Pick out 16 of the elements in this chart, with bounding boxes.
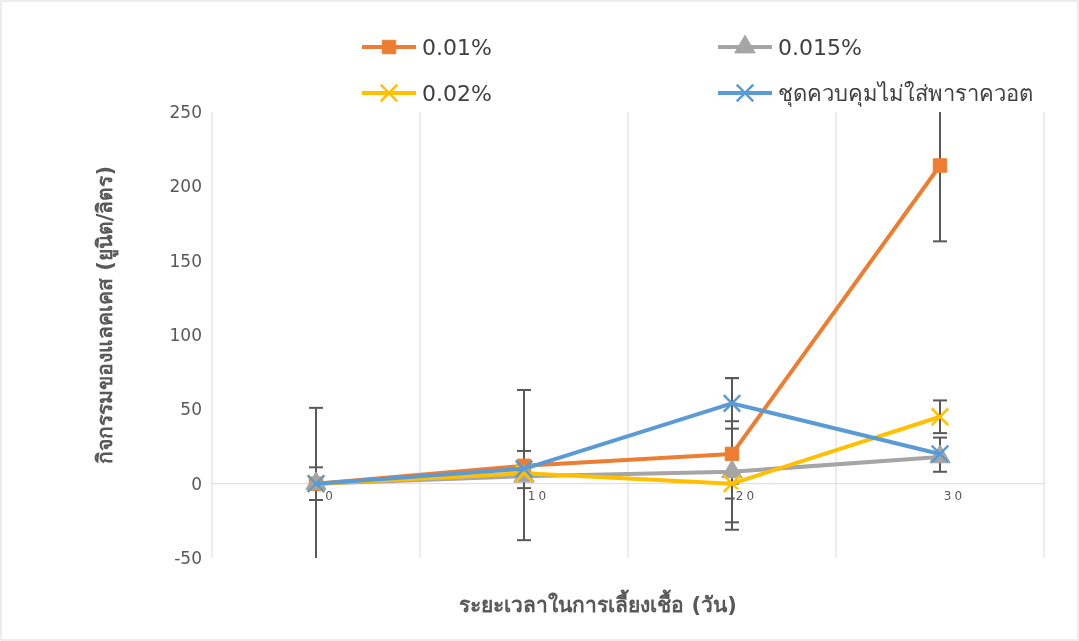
- y-tick-label: 100: [169, 324, 202, 345]
- legend-label: 0.01%: [422, 35, 492, 60]
- y-tick-label: 200: [169, 176, 202, 197]
- legend-label: 0.015%: [778, 35, 862, 60]
- x-tick-label: 20: [735, 489, 758, 504]
- x-axis-title: ระยะเวลาในการเลี้ยงเชื้อ (วัน): [459, 589, 737, 617]
- y-tick-label: 50: [180, 399, 202, 420]
- y-axis-title: กิจกรรมของแลคเคส (ยูนิต/ลิตร): [93, 165, 119, 465]
- x-tick-label: 30: [943, 489, 966, 504]
- x-tick-label: 10: [527, 489, 550, 504]
- x-tick-label: 0: [325, 489, 336, 504]
- legend-label: ชุดควบคุมไม่ใส่พาราควอต: [778, 81, 1033, 107]
- y-tick-label: 150: [169, 250, 202, 271]
- legend-label: 0.02%: [422, 81, 492, 106]
- y-tick-label: -50: [174, 547, 202, 568]
- y-tick-label: 250: [169, 101, 202, 122]
